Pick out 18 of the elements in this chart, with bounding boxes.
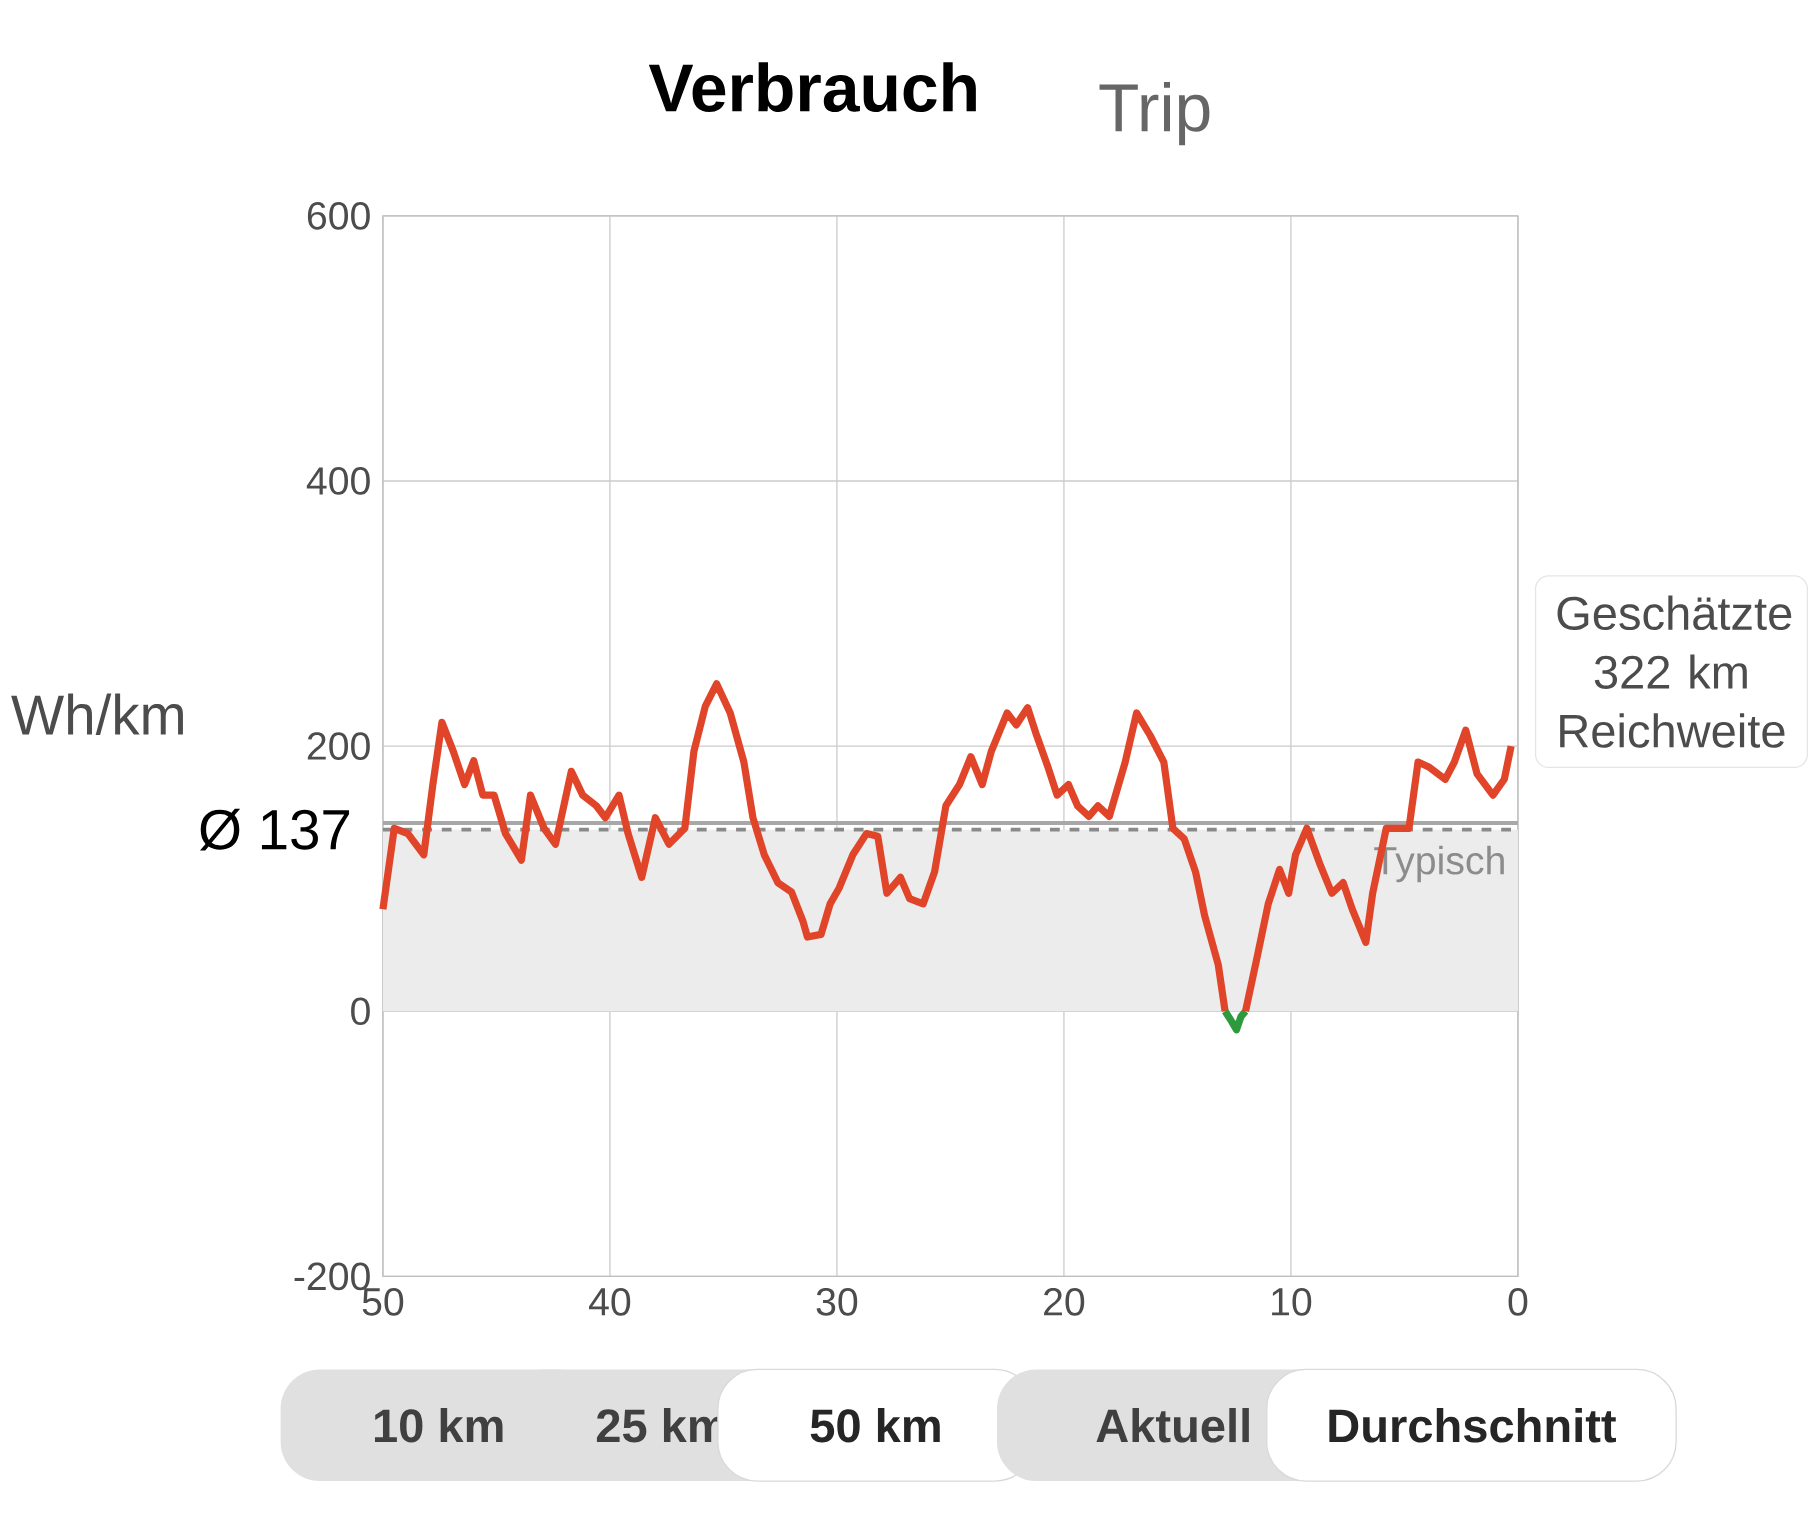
y-tick-label: 600 <box>307 201 370 230</box>
y-tick-label: 200 <box>307 732 370 760</box>
text: Geschätzte 322 km Reichweite <box>1557 595 1792 748</box>
ref-line-label: Ø 137 <box>199 808 350 851</box>
x-tick-label: 20 <box>1044 1287 1085 1316</box>
text: Trip <box>1099 81 1210 146</box>
chart-title: Verbrauch <box>648 62 976 112</box>
y-tick-label: 400 <box>306 466 370 495</box>
y-axis-title: Wh/km <box>11 693 183 735</box>
text: 10 km <box>374 1407 503 1443</box>
y-tick-label: 0 <box>351 997 370 1025</box>
text: Durchschnitt <box>1329 1407 1617 1443</box>
x-tick-label: 30 <box>816 1287 858 1316</box>
x-tick-label: 0 <box>1508 1287 1528 1316</box>
x-tick-label: 40 <box>589 1287 631 1316</box>
text: 50 km <box>810 1407 940 1443</box>
x-tick-label: 10 <box>1272 1287 1312 1316</box>
text: Aktuell <box>1096 1407 1249 1443</box>
